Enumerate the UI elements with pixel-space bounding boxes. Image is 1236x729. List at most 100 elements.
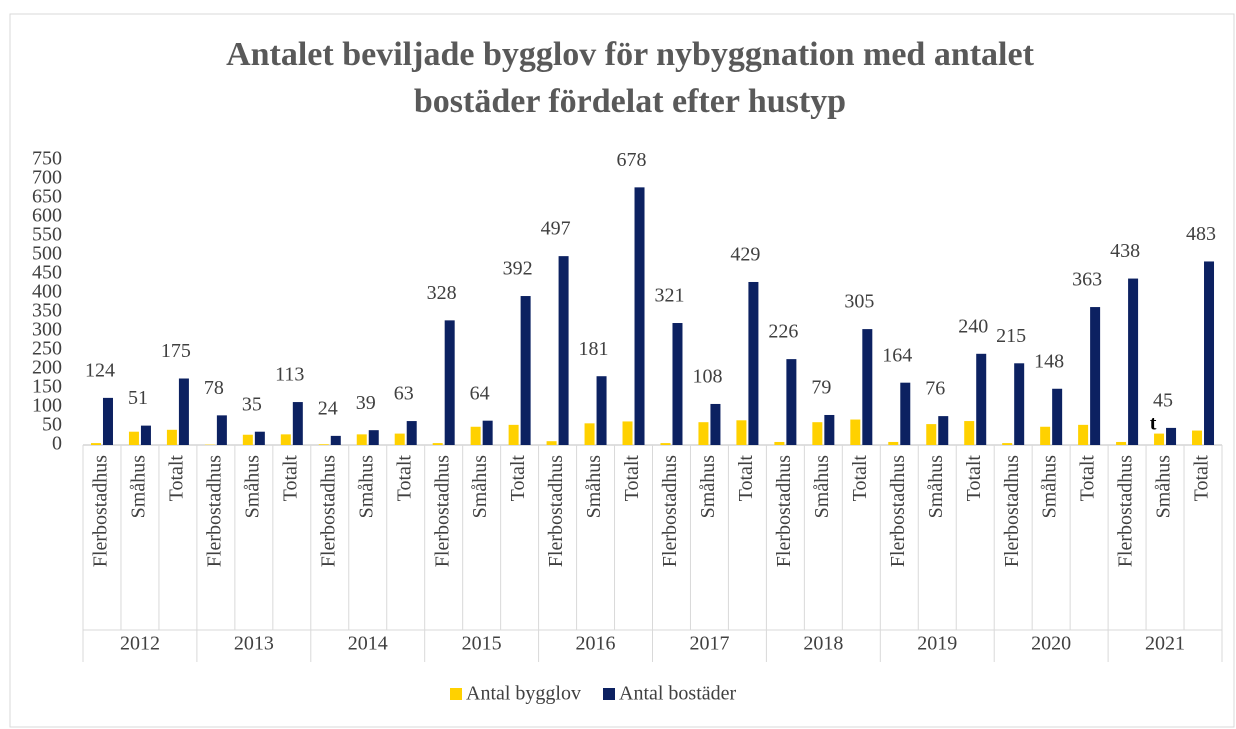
- bar: [508, 424, 519, 445]
- bar: [368, 430, 379, 445]
- x-tick-label: Småhus: [128, 455, 150, 519]
- group-label: 2012: [120, 633, 160, 655]
- x-tick-label: Småhus: [697, 455, 719, 519]
- group-label: 2020: [1031, 633, 1071, 655]
- data-label: 78: [204, 377, 224, 399]
- y-tick-label: 500: [32, 243, 62, 265]
- y-tick-label: 700: [32, 167, 62, 189]
- y-tick-label: 0: [52, 433, 62, 455]
- data-label: 45: [1153, 389, 1173, 411]
- bar: [938, 416, 949, 445]
- bar: [90, 443, 101, 445]
- y-tick-label: 750: [32, 148, 62, 170]
- y-tick-label: 650: [32, 186, 62, 208]
- bar: [558, 256, 569, 445]
- bar: [394, 433, 405, 445]
- bar: [900, 382, 911, 445]
- bar: [698, 422, 709, 445]
- group-label: 2013: [234, 633, 274, 655]
- bar: [482, 420, 493, 445]
- bar: [862, 329, 873, 445]
- bar: [926, 424, 937, 445]
- x-tick-label: Flerbostadhus: [659, 455, 681, 567]
- bar: [444, 320, 455, 445]
- data-label: 175: [161, 340, 191, 362]
- y-tick-label: 600: [32, 205, 62, 227]
- y-tick-label: 300: [32, 319, 62, 341]
- data-label: 305: [844, 291, 874, 313]
- bar: [1078, 424, 1089, 445]
- data-label: 321: [654, 285, 684, 307]
- bar: [406, 421, 417, 445]
- bar: [1116, 441, 1127, 445]
- data-label: 124: [85, 359, 115, 381]
- data-label: 76: [925, 378, 945, 400]
- x-tick-label: Småhus: [241, 455, 263, 519]
- x-tick-label: Flerbostadhus: [317, 455, 339, 567]
- legend-swatch: [603, 688, 615, 700]
- data-label: 64: [470, 382, 490, 404]
- data-label: 678: [617, 149, 647, 171]
- group-label: 2016: [576, 633, 616, 655]
- bar: [178, 378, 189, 445]
- x-tick-label: Småhus: [583, 455, 605, 519]
- x-tick-label: Totalt: [1191, 455, 1213, 502]
- x-tick-label: Totalt: [963, 455, 985, 502]
- data-label: 24: [318, 397, 338, 419]
- legend-swatch: [450, 688, 462, 700]
- bar: [520, 296, 531, 445]
- bar: [1128, 278, 1139, 445]
- data-label: 392: [503, 258, 533, 280]
- bar: [1166, 427, 1177, 445]
- data-label: 79: [811, 377, 831, 399]
- bar: [280, 434, 291, 445]
- group-label: 2014: [348, 633, 388, 655]
- bar: [824, 414, 835, 445]
- data-label: 328: [427, 282, 457, 304]
- group-label: 2021: [1145, 633, 1185, 655]
- data-label: 164: [882, 344, 912, 366]
- bar: [774, 441, 785, 445]
- y-tick-label: 100: [32, 395, 62, 417]
- bar: [596, 376, 607, 445]
- y-tick-label: 200: [32, 357, 62, 379]
- bar: [432, 443, 443, 445]
- bar: [216, 415, 227, 445]
- bar: [1192, 430, 1203, 445]
- data-label: 240: [958, 315, 988, 337]
- data-label: 215: [996, 325, 1026, 347]
- bar: [672, 323, 683, 445]
- bar: [1052, 388, 1063, 445]
- bar: [888, 441, 899, 445]
- x-tick-label: Totalt: [735, 455, 757, 502]
- x-tick-label: Flerbostadhus: [90, 455, 112, 567]
- group-label: 2019: [917, 633, 957, 655]
- bar: [128, 431, 139, 445]
- bar: [976, 353, 987, 445]
- y-tick-label: 250: [32, 338, 62, 360]
- bar: [736, 420, 747, 445]
- bar: [786, 359, 797, 445]
- chart-title: Antalet beviljade bygglov för nybyggnati…: [226, 36, 1035, 73]
- x-tick-label: Flerbostadhus: [887, 455, 909, 567]
- x-tick-label: Småhus: [355, 455, 377, 519]
- bar: [166, 429, 177, 445]
- x-tick-label: Totalt: [1077, 455, 1099, 502]
- x-tick-label: Totalt: [621, 455, 643, 502]
- data-label: 226: [768, 321, 798, 343]
- bar: [254, 431, 265, 445]
- data-label: 35: [242, 393, 262, 415]
- bar: [102, 397, 113, 445]
- bar: [330, 435, 341, 445]
- bar: [634, 187, 645, 446]
- data-label: 483: [1186, 223, 1216, 245]
- x-tick-label: Totalt: [507, 455, 529, 502]
- annotation: t: [1150, 413, 1157, 435]
- bar: [660, 443, 671, 445]
- data-label: 363: [1072, 269, 1102, 291]
- x-tick-label: Småhus: [811, 455, 833, 519]
- data-label: 39: [356, 392, 376, 414]
- y-tick-label: 350: [32, 300, 62, 322]
- bar: [318, 444, 329, 445]
